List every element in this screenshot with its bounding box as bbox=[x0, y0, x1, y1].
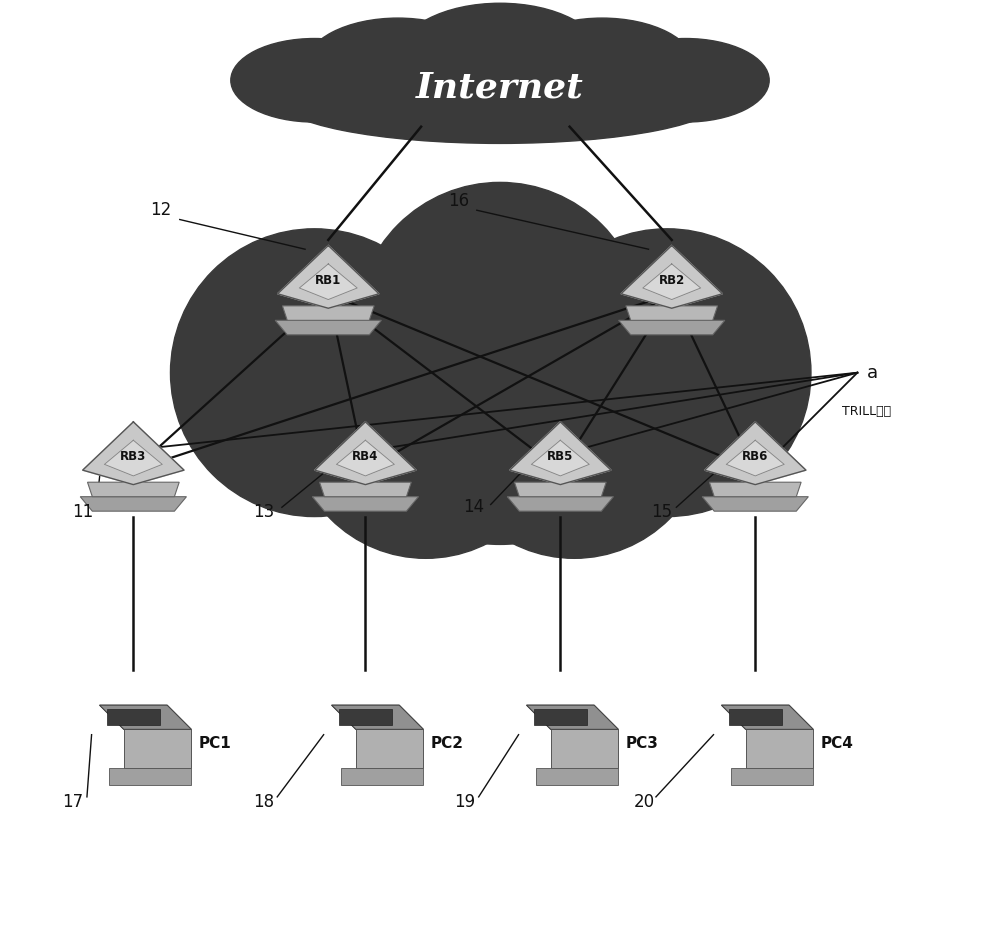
Text: 14: 14 bbox=[463, 498, 485, 517]
Polygon shape bbox=[507, 496, 613, 511]
Circle shape bbox=[440, 290, 709, 559]
Text: RB5: RB5 bbox=[547, 450, 574, 463]
Text: 17: 17 bbox=[62, 792, 84, 811]
Polygon shape bbox=[709, 482, 801, 496]
Polygon shape bbox=[702, 496, 808, 511]
Polygon shape bbox=[619, 320, 725, 335]
Polygon shape bbox=[726, 440, 784, 476]
Polygon shape bbox=[282, 306, 374, 320]
Circle shape bbox=[523, 229, 811, 517]
Polygon shape bbox=[626, 306, 718, 320]
Text: 19: 19 bbox=[454, 792, 475, 811]
Polygon shape bbox=[536, 768, 618, 785]
Polygon shape bbox=[278, 246, 379, 308]
Polygon shape bbox=[551, 729, 618, 768]
Polygon shape bbox=[104, 440, 162, 476]
Polygon shape bbox=[109, 768, 191, 785]
Text: PC4: PC4 bbox=[820, 736, 853, 751]
Polygon shape bbox=[299, 263, 357, 300]
Text: RB6: RB6 bbox=[742, 450, 768, 463]
Text: Internet: Internet bbox=[416, 71, 584, 104]
Polygon shape bbox=[643, 263, 701, 300]
Text: 18: 18 bbox=[253, 792, 274, 811]
Text: PC2: PC2 bbox=[431, 736, 464, 751]
Polygon shape bbox=[336, 440, 394, 476]
Polygon shape bbox=[332, 705, 423, 729]
Circle shape bbox=[291, 290, 560, 559]
Polygon shape bbox=[705, 422, 806, 485]
Text: RB3: RB3 bbox=[120, 450, 146, 463]
Polygon shape bbox=[100, 705, 191, 729]
Text: RB1: RB1 bbox=[315, 274, 341, 287]
Polygon shape bbox=[527, 705, 618, 729]
Text: RB2: RB2 bbox=[659, 274, 685, 287]
Polygon shape bbox=[510, 422, 611, 485]
Polygon shape bbox=[83, 422, 184, 485]
Text: TRILL网络: TRILL网络 bbox=[842, 405, 891, 418]
Polygon shape bbox=[721, 705, 813, 729]
Polygon shape bbox=[534, 709, 587, 725]
Polygon shape bbox=[746, 729, 813, 768]
Text: PC3: PC3 bbox=[625, 736, 658, 751]
Ellipse shape bbox=[305, 18, 491, 115]
Polygon shape bbox=[527, 705, 618, 729]
Polygon shape bbox=[729, 709, 782, 725]
Ellipse shape bbox=[509, 18, 695, 115]
Polygon shape bbox=[275, 320, 381, 335]
Polygon shape bbox=[315, 422, 416, 485]
Polygon shape bbox=[621, 246, 722, 308]
Text: PC1: PC1 bbox=[199, 736, 231, 751]
Polygon shape bbox=[107, 709, 160, 725]
Polygon shape bbox=[341, 768, 423, 785]
Text: 20: 20 bbox=[633, 792, 654, 811]
Polygon shape bbox=[514, 482, 606, 496]
Ellipse shape bbox=[398, 3, 602, 111]
Polygon shape bbox=[100, 705, 191, 729]
Polygon shape bbox=[356, 729, 423, 768]
Ellipse shape bbox=[277, 54, 723, 143]
Polygon shape bbox=[339, 709, 392, 725]
Circle shape bbox=[170, 229, 458, 517]
Text: 11: 11 bbox=[72, 503, 93, 521]
Text: 13: 13 bbox=[253, 503, 274, 521]
Polygon shape bbox=[731, 768, 813, 785]
Circle shape bbox=[356, 182, 644, 470]
Polygon shape bbox=[124, 729, 191, 768]
Text: 12: 12 bbox=[151, 201, 172, 219]
Polygon shape bbox=[531, 440, 589, 476]
Text: 16: 16 bbox=[448, 192, 469, 210]
Circle shape bbox=[333, 210, 667, 545]
Text: RB4: RB4 bbox=[352, 450, 379, 463]
Polygon shape bbox=[87, 482, 179, 496]
Polygon shape bbox=[312, 496, 419, 511]
Polygon shape bbox=[332, 705, 423, 729]
Polygon shape bbox=[320, 482, 411, 496]
Polygon shape bbox=[721, 705, 813, 729]
Ellipse shape bbox=[231, 38, 398, 122]
Ellipse shape bbox=[602, 38, 769, 122]
Text: a: a bbox=[867, 364, 878, 382]
Text: 15: 15 bbox=[651, 503, 672, 521]
Polygon shape bbox=[80, 496, 186, 511]
